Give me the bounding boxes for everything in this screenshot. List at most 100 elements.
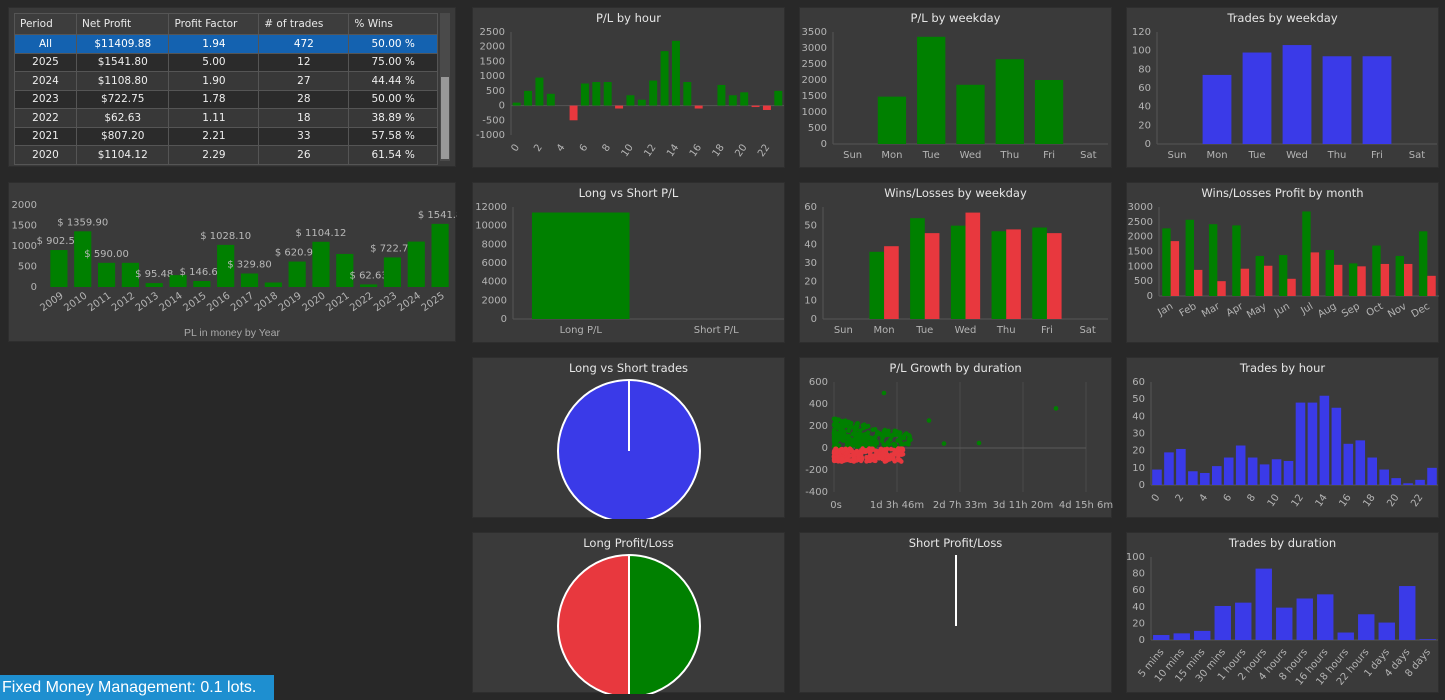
table-cell: 44.44 % (348, 71, 438, 91)
y-tick-label: -400 (805, 487, 828, 498)
bar (924, 233, 940, 319)
bar (1242, 52, 1272, 144)
x-tick-label: 16 (688, 142, 704, 159)
bar (1278, 255, 1288, 296)
x-tick-label: Long P/L (560, 325, 603, 336)
scatter-point (897, 430, 903, 435)
table-row[interactable]: 2023 $722.75 1.78 28 50.00 % (13, 89, 438, 109)
pie-slice (557, 553, 630, 694)
bar (1235, 602, 1252, 640)
table-cell: 1.11 (168, 108, 260, 128)
column-header[interactable]: Net Profit (76, 13, 170, 35)
bar (660, 51, 669, 106)
x-tick-label: 0 (1150, 492, 1163, 504)
bar (950, 225, 966, 319)
pie-slice (628, 553, 701, 694)
data-label: $ 620.90 (275, 248, 320, 259)
column-header[interactable]: % Wins (348, 13, 438, 35)
table-cell: 33 (258, 126, 350, 146)
bar (637, 99, 646, 106)
column-header[interactable]: # of trades (258, 13, 350, 35)
chart-title: Long Profit/Loss (583, 536, 674, 550)
long-vs-short-pl-plot: 0 2000 4000 6000 8000 10000 12000 Long P/L Short… (475, 202, 784, 336)
y-tick-label: 40 (804, 239, 817, 250)
bar (956, 84, 985, 144)
bar (683, 82, 692, 106)
scatter-point (892, 443, 897, 448)
x-tick-label: 16 (1337, 492, 1353, 509)
bar (1419, 639, 1436, 640)
column-header[interactable]: Profit Factor (168, 13, 260, 35)
chart-title: P/L by weekday (910, 11, 1001, 25)
table-cell: $1541.80 (76, 52, 170, 72)
table-scrollbar[interactable] (440, 13, 450, 161)
x-tick-label: Short P/L (694, 325, 739, 336)
bar (535, 77, 544, 106)
bar (774, 90, 783, 106)
scatter-point (926, 418, 932, 423)
data-label: $ 722.75 (370, 243, 415, 254)
long-vs-short-pl-chart: Long vs Short P/L 0 2000 4000 6000 8000 10000… (472, 182, 785, 343)
data-label: $ 1359.90 (57, 217, 108, 228)
y-tick-label: 2000 (1128, 232, 1153, 243)
x-tick-label: 12 (1290, 492, 1306, 509)
table-row[interactable]: 2020 $1104.12 2.29 26 61.54 % (13, 145, 438, 165)
bar (1418, 231, 1428, 296)
table-row[interactable]: 2022 $62.63 1.11 18 38.89 % (13, 108, 438, 128)
scatter-point (888, 446, 894, 452)
x-tick-label: 2013 (134, 290, 161, 314)
x-tick-label: Sun (834, 325, 853, 336)
table-row[interactable]: 2021 $807.20 2.21 33 57.58 % (13, 126, 438, 146)
x-tick-label: 6 (578, 142, 591, 154)
y-tick-label: 40 (1138, 102, 1151, 113)
x-tick-label: 4d 15h 6m (1059, 500, 1113, 511)
scatter-point (976, 440, 982, 446)
y-tick-label: 20 (1138, 120, 1151, 131)
scatter-point (860, 423, 866, 428)
table-cell: 1.94 (168, 34, 260, 54)
table-cell: 57.58 % (348, 126, 438, 146)
scatter-point (854, 449, 859, 455)
x-tick-label: Mon (1206, 150, 1227, 161)
y-tick-label: 0 (1139, 635, 1145, 646)
scatter-point (840, 448, 846, 454)
table-cell: $807.20 (76, 126, 170, 146)
scatter-point (884, 457, 890, 463)
summary-table[interactable]: Period Net Profit Profit Factor # of trades… (13, 13, 438, 165)
bar (580, 83, 589, 106)
x-tick-label: 0s (830, 500, 842, 511)
trades-by-hour-chart: Trades by hour 0 10 20 30 40 50 60 0 2 4 6 8 10 12 14 1… (1126, 357, 1439, 518)
x-tick-label: 4 (1198, 492, 1211, 504)
column-header[interactable]: Period (13, 13, 78, 35)
bar (1153, 635, 1170, 640)
y-tick-label: 0 (31, 282, 37, 293)
wins-losses-by-weekday-plot: 0 10 20 30 40 50 60 Sun Mon Tue Wed Thu Fri Sat (804, 202, 1108, 336)
x-tick-label: 2016 (205, 290, 232, 314)
scatter-point (888, 455, 893, 461)
y-tick-label: 20 (1132, 446, 1145, 457)
table-header-row: Period Net Profit Profit Factor # of trades… (13, 13, 438, 35)
x-tick-label: 2015 (181, 290, 208, 314)
x-tick-label: 10 (620, 142, 636, 159)
bar (240, 273, 259, 287)
bar (1367, 457, 1378, 485)
scatter-point (868, 442, 873, 447)
table-row[interactable]: All $11409.88 1.94 472 50.00 % (13, 34, 438, 54)
y-tick-label: 500 (808, 123, 827, 134)
table-row[interactable]: 2025 $1541.80 5.00 12 75.00 % (13, 52, 438, 72)
table-row[interactable]: 2024 $1108.80 1.90 27 44.44 % (13, 71, 438, 91)
y-tick-label: 120 (1132, 27, 1151, 38)
chart-title: Short Profit/Loss (908, 536, 1003, 550)
scrollbar-thumb[interactable] (441, 77, 449, 159)
scatter-point (847, 446, 853, 452)
bar (217, 244, 235, 287)
x-tick-label: 2d 7h 33m (933, 500, 987, 511)
scatter-point (1053, 406, 1059, 411)
y-tick-label: 0 (821, 139, 827, 150)
x-tick-label: 20 (1385, 492, 1401, 509)
table-cell: 50.00 % (348, 89, 438, 109)
x-tick-label: Mon (881, 150, 902, 161)
bar (762, 105, 771, 110)
